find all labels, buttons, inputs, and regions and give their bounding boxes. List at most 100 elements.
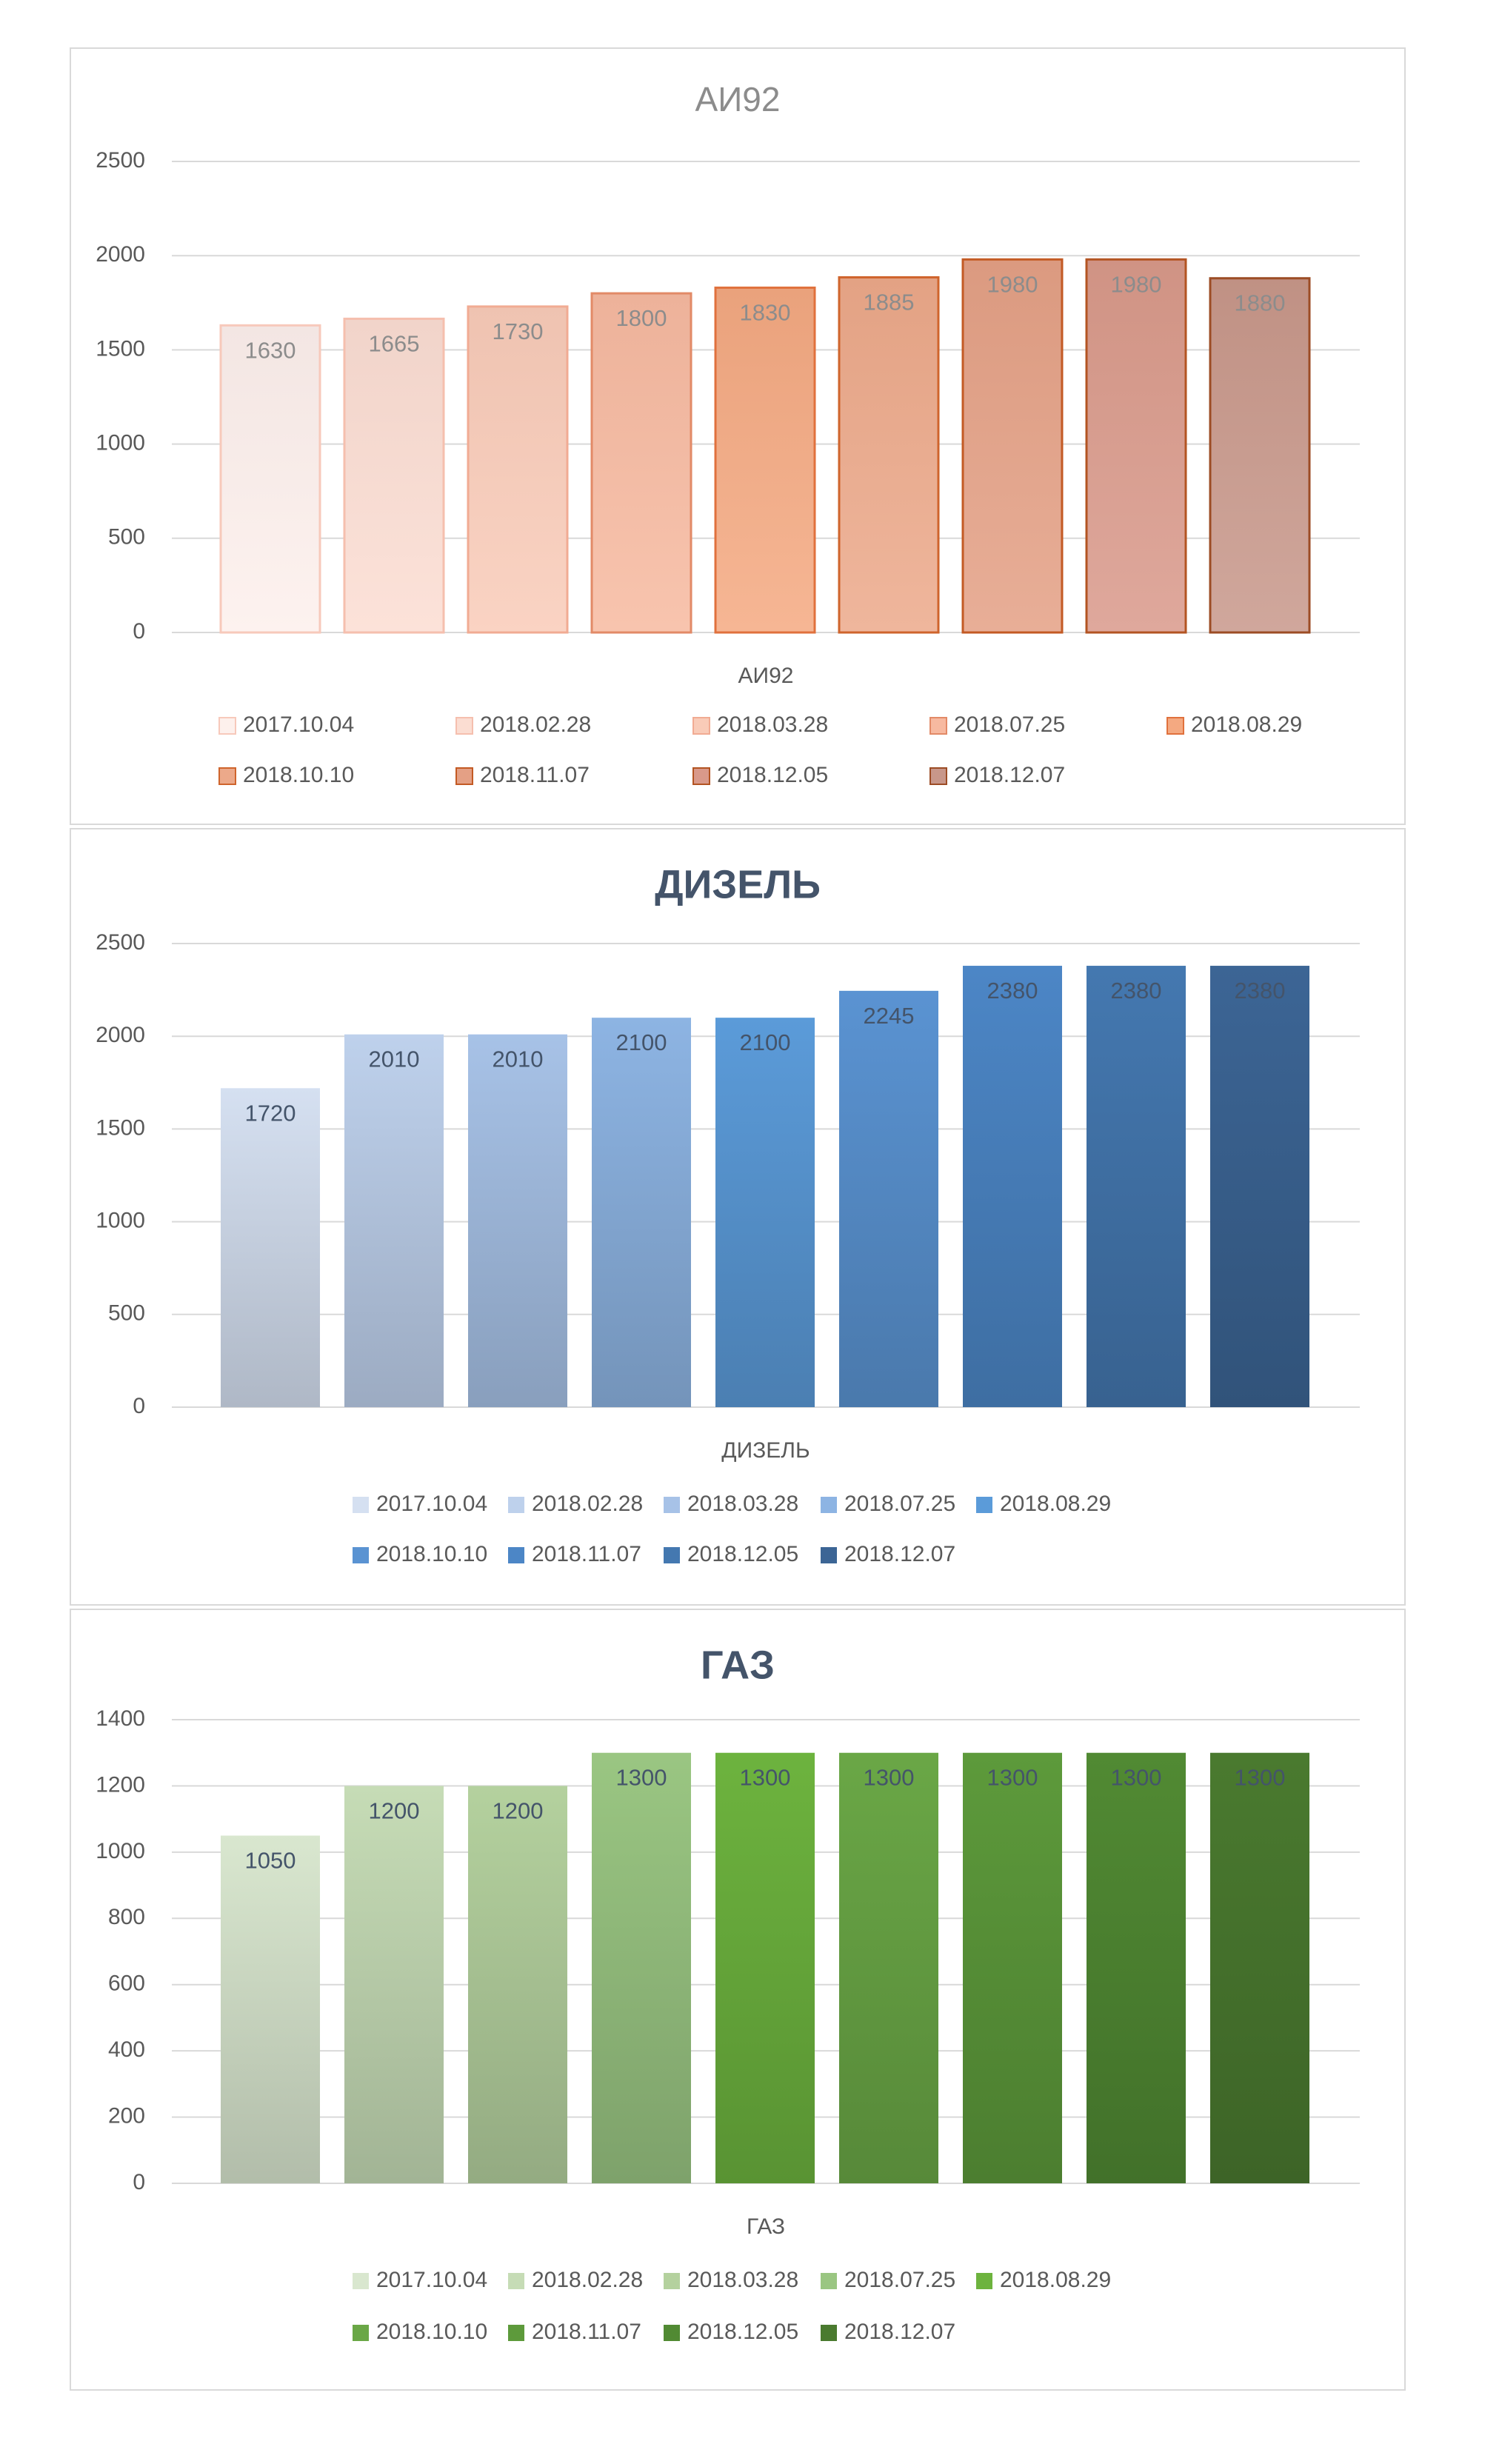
legend-label: 2018.10.10 xyxy=(376,2320,487,2344)
legend-label: 2018.02.28 xyxy=(532,2268,643,2292)
legend-label: 2018.03.28 xyxy=(687,2268,798,2292)
data-label: 2010 xyxy=(369,1046,420,1072)
chart-title: АИ92 xyxy=(695,80,781,118)
data-label: 2010 xyxy=(493,1046,544,1072)
bar-2018.07.25 xyxy=(592,1752,691,2183)
legend-label: 2018.10.10 xyxy=(243,763,354,787)
bar-2017.10.04 xyxy=(221,1088,320,1407)
legend-swatch xyxy=(218,767,236,785)
y-tick-label: 0 xyxy=(133,619,145,644)
bar-2018.08.29 xyxy=(714,286,816,634)
bar-2018.11.07 xyxy=(963,966,1062,1407)
bar-2018.07.25 xyxy=(590,292,692,634)
y-tick-label: 1000 xyxy=(96,1839,145,1863)
data-label: 1050 xyxy=(245,1848,296,1874)
data-label: 1980 xyxy=(1111,271,1162,297)
y-tick-label: 800 xyxy=(108,1905,145,1929)
legend-swatch xyxy=(664,1497,680,1513)
data-label: 1300 xyxy=(864,1765,915,1791)
legend-label: 2018.11.07 xyxy=(532,2320,641,2344)
bar-2018.12.07 xyxy=(1210,966,1309,1407)
y-tick-label: 600 xyxy=(108,1971,145,1996)
y-tick-label: 2000 xyxy=(96,242,145,267)
bar-2018.08.29 xyxy=(715,1752,815,2183)
chart-gas: ГАЗ 0 200 400 600 800 1000 1200 1400 1050 1200 1200… xyxy=(96,1643,1360,2344)
y-tick-label: 500 xyxy=(108,1301,145,1326)
legend-label: 2017.10.04 xyxy=(243,712,354,737)
legend-swatch xyxy=(976,2273,992,2289)
data-label: 2380 xyxy=(987,978,1038,1004)
data-label: 1880 xyxy=(1235,290,1286,316)
bar-2017.10.04 xyxy=(219,324,321,634)
data-label: 1830 xyxy=(740,299,791,325)
data-label: 1630 xyxy=(245,337,296,363)
legend-label: 2018.12.07 xyxy=(844,2320,955,2344)
legend-swatch xyxy=(929,717,947,735)
data-label: 1885 xyxy=(864,289,915,315)
legend-swatch xyxy=(218,717,236,735)
legend-label: 2018.12.05 xyxy=(717,763,828,787)
data-label: 1300 xyxy=(740,1765,791,1791)
bar-2018.12.05 xyxy=(1087,1752,1186,2183)
legend-label: 2018.12.05 xyxy=(687,1542,798,1566)
bar-2018.12.07 xyxy=(1209,277,1311,634)
legend-label: 2018.10.10 xyxy=(376,1542,487,1566)
y-tick-label: 1000 xyxy=(96,431,145,455)
legend-swatch xyxy=(664,2273,680,2289)
chart-panel-gas: ГАЗ 0 200 400 600 800 1000 1200 1400 1050 1200 1200… xyxy=(70,1609,1406,2391)
data-label: 1665 xyxy=(369,330,420,356)
bar-2018.02.28 xyxy=(344,1786,444,2183)
legend-label: 2018.11.07 xyxy=(532,1542,641,1566)
legend-swatch xyxy=(455,767,473,785)
data-label: 1300 xyxy=(1111,1765,1162,1791)
legend-swatch xyxy=(821,1547,837,1563)
data-label: 1300 xyxy=(616,1765,667,1791)
y-tick-label: 1500 xyxy=(96,1115,145,1140)
bar-2018.03.28 xyxy=(468,1786,567,2183)
data-label: 1800 xyxy=(616,305,667,331)
legend-label: 2017.10.04 xyxy=(376,2268,487,2292)
legend-label: 2018.03.28 xyxy=(687,1492,798,1516)
x-axis-label: АИ92 xyxy=(738,664,794,688)
data-label: 2100 xyxy=(616,1029,667,1055)
bar-2018.03.28 xyxy=(467,305,569,634)
legend-label: 2018.12.05 xyxy=(687,2320,798,2344)
data-label: 2245 xyxy=(864,1003,915,1029)
data-label: 1200 xyxy=(493,1797,544,1823)
legend-swatch xyxy=(821,2273,837,2289)
legend-label: 2018.07.25 xyxy=(954,712,1065,737)
y-tick-label: 1000 xyxy=(96,1209,145,1233)
data-label: 1980 xyxy=(987,271,1038,297)
bar-2018.12.05 xyxy=(1087,966,1186,1407)
legend-swatch xyxy=(353,2325,369,2341)
legend-swatch xyxy=(692,717,710,735)
y-tick-label: 0 xyxy=(133,2170,145,2194)
data-label: 2380 xyxy=(1111,978,1162,1004)
y-tick-label: 2500 xyxy=(96,930,145,955)
y-tick-label: 0 xyxy=(133,1394,145,1418)
bar-2018.10.10 xyxy=(839,1752,938,2183)
legend-swatch xyxy=(821,1497,837,1513)
chart-panel-ai92: АИ92 0 500 1000 1500 2000 2500 1630 1665 1730 1800… xyxy=(70,47,1406,825)
x-axis-label: ДИЗЕЛЬ xyxy=(721,1438,810,1463)
bar-2017.10.04 xyxy=(221,1835,320,2183)
legend-swatch xyxy=(692,767,710,785)
y-tick-label: 1200 xyxy=(96,1772,145,1797)
bar-2018.08.29 xyxy=(715,1018,815,1407)
legend-swatch xyxy=(353,1497,369,1513)
bar-2018.10.10 xyxy=(839,990,938,1407)
legend-swatch xyxy=(455,717,473,735)
legend-label: 2018.12.07 xyxy=(954,763,1065,787)
legend-label: 2017.10.04 xyxy=(376,1492,487,1516)
legend-label: 2018.08.29 xyxy=(1000,1492,1111,1516)
legend-swatch xyxy=(353,2273,369,2289)
legend-swatch xyxy=(664,1547,680,1563)
data-label: 1200 xyxy=(369,1797,420,1823)
legend-label: 2018.03.28 xyxy=(717,712,828,737)
bar-2018.12.05 xyxy=(1085,258,1187,634)
data-label: 1720 xyxy=(245,1100,296,1126)
legend-swatch xyxy=(929,767,947,785)
legend-label: 2018.08.29 xyxy=(1191,712,1302,737)
legend-swatch xyxy=(508,1497,524,1513)
bar-2018.11.07 xyxy=(961,258,1064,634)
